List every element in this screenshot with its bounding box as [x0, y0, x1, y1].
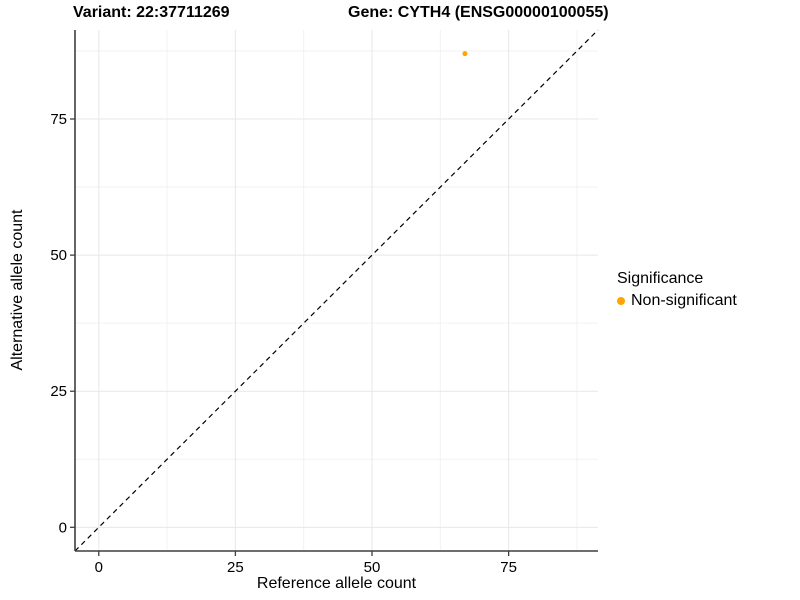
variant-title: Variant: 22:37711269: [73, 4, 230, 21]
data-point: [462, 51, 468, 57]
y-tick-label: 0: [59, 519, 67, 536]
legend: Significance Non-significant: [615, 269, 737, 311]
x-tick-label: 25: [227, 559, 244, 576]
y-tick-label: 50: [50, 247, 67, 264]
x-tick-label: 75: [500, 559, 517, 576]
y-tick-label: 75: [50, 111, 67, 128]
legend-item-label: Non-significant: [631, 292, 737, 309]
x-tick-label: 50: [364, 559, 381, 576]
legend-items: Non-significant: [615, 291, 737, 311]
identity-line: [74, 29, 599, 552]
legend-item: Non-significant: [615, 291, 737, 311]
x-tick-label: 0: [95, 559, 103, 576]
y-tick-label: 25: [50, 383, 67, 400]
legend-point-icon: [617, 297, 625, 305]
x-axis-title: Reference allele count: [256, 575, 417, 592]
y-axis-title: Alternative allele count: [9, 209, 26, 371]
legend-title: Significance: [617, 270, 704, 287]
gene-title: Gene: CYTH4 (ENSG00000100055): [348, 4, 609, 21]
